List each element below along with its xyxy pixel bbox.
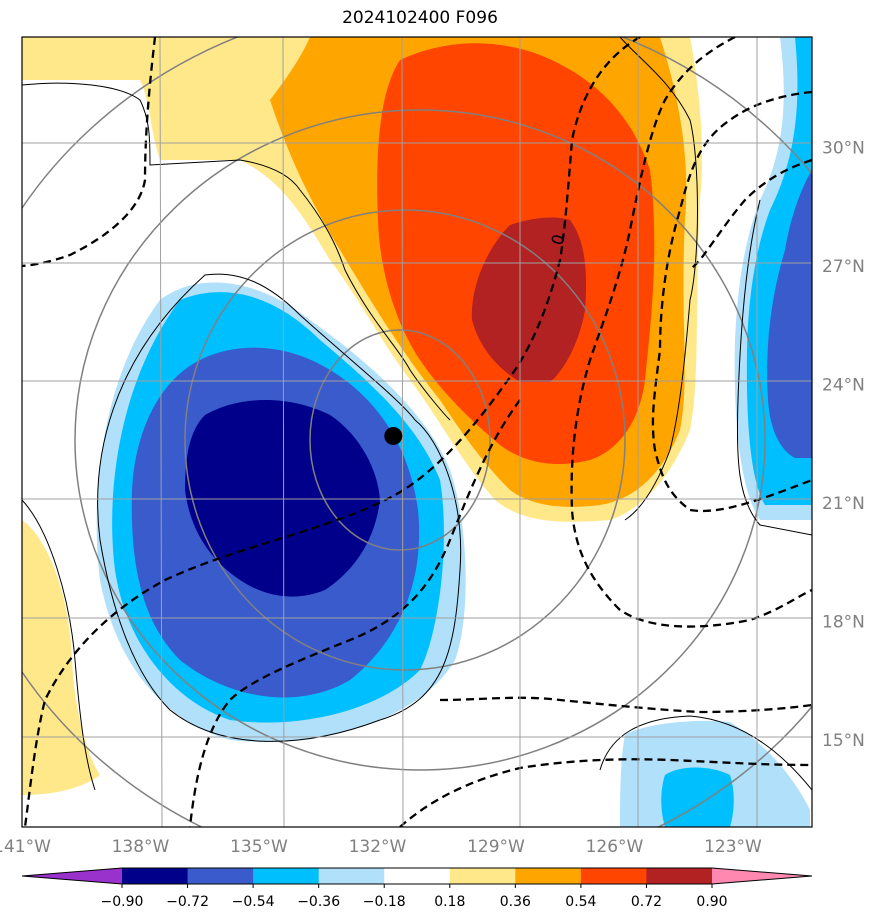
x-tick-label: 123°W bbox=[704, 837, 762, 857]
dashed-contour-6 bbox=[188, 399, 521, 827]
colorbar-label: 0.36 bbox=[500, 894, 531, 910]
dashed-contour-7 bbox=[439, 696, 812, 714]
y-tick-label: 24°N bbox=[822, 376, 865, 396]
x-tick-labels: 141°W 138°W 135°W 132°W 129°W 126°W 123°W bbox=[0, 837, 762, 857]
thin-contour-se bbox=[599, 715, 812, 791]
colorbar-label: 0.54 bbox=[565, 894, 596, 910]
x-tick-label: 138°W bbox=[112, 837, 170, 857]
x-tick-label: 141°W bbox=[0, 837, 51, 857]
colorbar-extend-low bbox=[22, 868, 122, 884]
colorbar-label: −0.36 bbox=[297, 894, 340, 910]
thin-contour-north bbox=[22, 82, 451, 421]
colorbar-segment bbox=[449, 868, 516, 884]
colorbar-segment bbox=[187, 868, 254, 884]
x-tick-label: 132°W bbox=[349, 837, 407, 857]
colorbar-segment bbox=[515, 868, 582, 884]
grid-v-138 bbox=[159, 37, 163, 827]
fill-east-054 bbox=[767, 170, 812, 458]
y-tick-label: 15°N bbox=[822, 731, 865, 751]
colorbar-segment bbox=[122, 868, 189, 884]
colorbar-label: 0.18 bbox=[434, 894, 465, 910]
colorbar-label: −0.54 bbox=[232, 894, 275, 910]
x-tick-label: 129°W bbox=[467, 837, 525, 857]
dashed-contour-2 bbox=[23, 37, 641, 827]
y-tick-label: 18°N bbox=[822, 613, 865, 633]
gray-circle-1 bbox=[309, 329, 491, 551]
dashed-contour-5 bbox=[689, 158, 812, 271]
gray-circle-2 bbox=[184, 209, 626, 671]
fill-se-036 bbox=[661, 767, 734, 827]
colorbar-label: 0.90 bbox=[696, 894, 727, 910]
y-tick-label: 21°N bbox=[822, 494, 865, 514]
dashed-contour-3 bbox=[570, 37, 812, 628]
thin-contour-east bbox=[619, 37, 698, 521]
colorbar-segment bbox=[318, 868, 385, 884]
y-tick-label: 30°N bbox=[822, 139, 865, 159]
contour-label-zero: 0 bbox=[548, 232, 569, 247]
colorbar-extend-high bbox=[712, 868, 812, 884]
storm-center-marker bbox=[384, 426, 403, 445]
dashed-contour-8 bbox=[399, 758, 812, 827]
thin-contour-eastside bbox=[736, 199, 812, 536]
fill-pos-072 bbox=[471, 217, 587, 382]
y-tick-labels: 30°N 27°N 24°N 21°N 18°N 15°N bbox=[822, 139, 865, 751]
gray-circle-3 bbox=[74, 109, 766, 771]
colorbar-label: −0.18 bbox=[363, 894, 406, 910]
gridlines bbox=[22, 37, 812, 827]
colorbar-label: 0.72 bbox=[631, 894, 662, 910]
map-frame bbox=[21, 36, 813, 828]
filled-contours bbox=[22, 37, 812, 827]
gray-contours bbox=[22, 37, 812, 827]
thin-contour-sw bbox=[22, 499, 96, 791]
y-tick-label: 27°N bbox=[822, 257, 865, 277]
colorbar-label: −0.90 bbox=[101, 894, 144, 910]
colorbar-labels: −0.90 −0.72 −0.54 −0.36 −0.18 0.18 0.36 0.54 0.7… bbox=[101, 884, 728, 910]
grid-v-132 bbox=[401, 37, 404, 827]
fill-yellow-left bbox=[22, 520, 100, 795]
dashed-contours bbox=[22, 37, 812, 827]
colorbar bbox=[21, 867, 813, 885]
colorbar-segment bbox=[384, 868, 451, 884]
fill-neg-072 bbox=[185, 400, 380, 597]
chart-title: 2024102400 F096 bbox=[342, 8, 498, 28]
colorbar-label: −0.72 bbox=[166, 894, 209, 910]
colorbar-segment bbox=[646, 868, 713, 884]
colorbar-segment bbox=[580, 868, 647, 884]
colorbar-segment bbox=[253, 868, 320, 884]
x-tick-label: 126°W bbox=[586, 837, 644, 857]
dashed-contour-4 bbox=[651, 90, 812, 513]
x-tick-label: 135°W bbox=[230, 837, 288, 857]
dashed-contour-1 bbox=[22, 37, 157, 268]
grid-v-135 bbox=[282, 37, 285, 827]
